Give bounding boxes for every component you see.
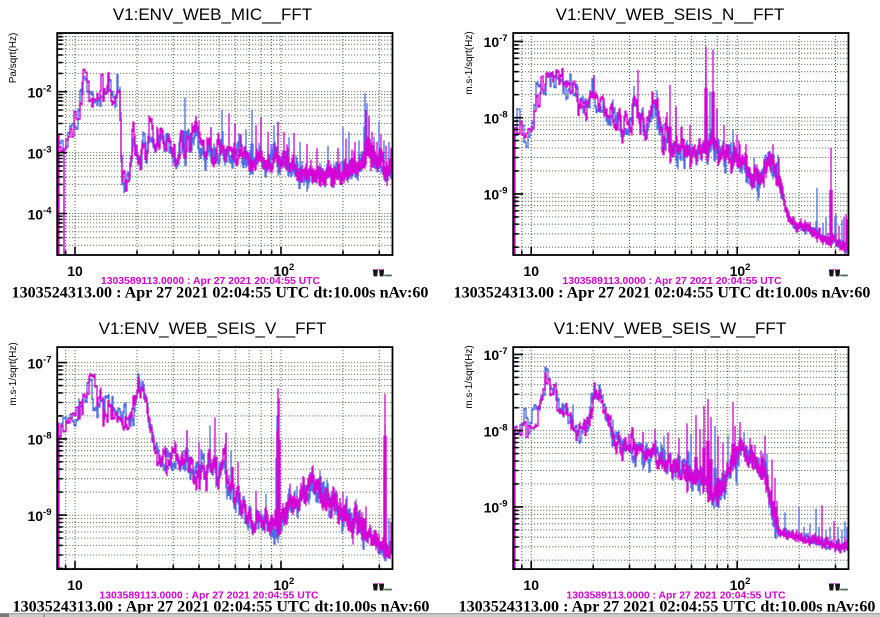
svg-text:1303524313.00 : Apr 27 2021 02: 1303524313.00 : Apr 27 2021 02:04:55 UTC… [454,284,871,301]
svg-text:V1:ENV_WEB_SEIS_W__FFT: V1:ENV_WEB_SEIS_W__FFT [554,319,786,338]
svg-text:m.s-1/sqrt(Hz): m.s-1/sqrt(Hz) [464,345,475,408]
svg-text:10: 10 [523,263,539,279]
svg-text:Pa/sqrt(Hz): Pa/sqrt(Hz) [8,33,19,84]
svg-text:1303589113.0000 : Apr 27 2021: 1303589113.0000 : Apr 27 2021 20:04:55 U… [566,590,786,601]
svg-text:V1:ENV_WEB_SEIS_V__FFT: V1:ENV_WEB_SEIS_V__FFT [99,319,327,338]
svg-text:m.s-1/sqrt(Hz): m.s-1/sqrt(Hz) [464,31,475,94]
svg-text:10: 10 [523,577,539,593]
svg-text:V1:ENV_WEB_MIC__FFT: V1:ENV_WEB_MIC__FFT [113,5,312,24]
svg-text:1303589113.0000 : Apr 27 2021: 1303589113.0000 : Apr 27 2021 20:04:55 U… [99,590,319,601]
svg-text:1303524313.00 : Apr 27 2021 02: 1303524313.00 : Apr 27 2021 02:04:55 UTC… [459,599,876,616]
svg-text:1303589113.0000 : Apr 27 2021: 1303589113.0000 : Apr 27 2021 20:04:55 U… [562,276,782,287]
svg-text:V1:ENV_WEB_SEIS_N__FFT: V1:ENV_WEB_SEIS_N__FFT [556,5,785,24]
svg-text:1303524313.00 : Apr 27 2021 02: 1303524313.00 : Apr 27 2021 02:04:55 UTC… [13,599,430,616]
svg-text:10: 10 [67,577,83,593]
svg-text:1303524313.00 : Apr 27 2021 02: 1303524313.00 : Apr 27 2021 02:04:55 UTC… [12,284,429,301]
svg-text:10: 10 [67,263,83,279]
svg-text:m.s-1/sqrt(Hz): m.s-1/sqrt(Hz) [8,342,19,405]
svg-text:1303589113.0000 : Apr 27 2021: 1303589113.0000 : Apr 27 2021 20:04:55 U… [101,276,321,287]
